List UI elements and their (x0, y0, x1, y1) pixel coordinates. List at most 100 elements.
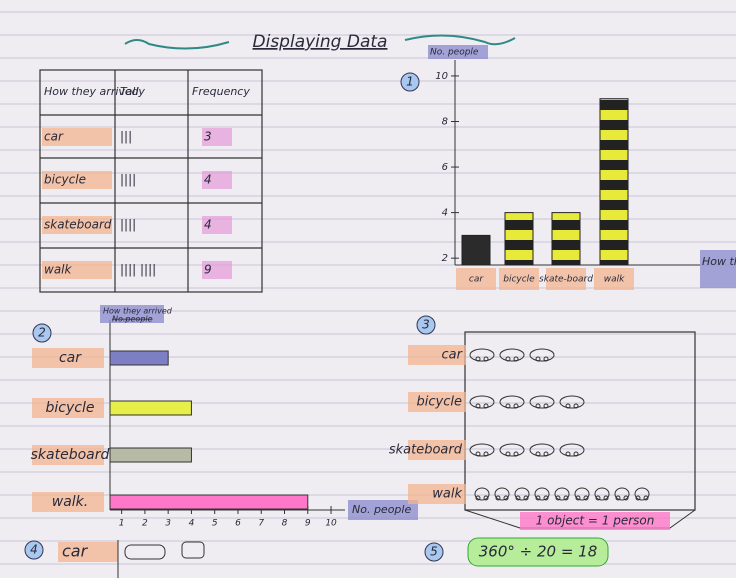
x-tick-label: 9 (305, 519, 311, 529)
highlight (42, 171, 112, 189)
x-tick-label: walk (604, 275, 625, 285)
highlight (42, 216, 112, 234)
table-cell: |||| (120, 173, 136, 187)
x-tick-label: 1 (119, 519, 125, 529)
x-tick-label: 6 (235, 519, 241, 529)
highlight (546, 268, 586, 290)
icon-wheel (483, 356, 489, 362)
pictogram-label: bicycle (417, 395, 462, 410)
icon-wheel (635, 495, 641, 501)
icon-wheel (555, 495, 561, 501)
pictogram-icon (534, 487, 550, 501)
bar-stripes (552, 212, 580, 265)
icon-body (474, 487, 490, 501)
pictogram-icon (499, 443, 525, 457)
x-tick-label: 5 (212, 519, 218, 529)
section-number: 3 (422, 318, 430, 332)
highlight (408, 440, 466, 460)
formula-box (467, 537, 609, 567)
icon-wheel (505, 403, 511, 409)
icon-body (499, 348, 525, 362)
car-sketch (124, 544, 166, 560)
icon-body (494, 487, 510, 501)
highlight (32, 348, 104, 368)
icon-wheel (623, 495, 629, 501)
x-tick-label: 3 (165, 519, 171, 529)
icon-body (554, 487, 570, 501)
y-axis-label: How they arrived (103, 307, 173, 316)
bar-stripes (600, 98, 628, 265)
x-tick-label: car (469, 275, 484, 285)
icon-wheel (523, 495, 529, 501)
pictogram-icon (499, 348, 525, 362)
pictogram-icon (469, 348, 495, 362)
icon-wheel (575, 495, 581, 501)
bar (109, 494, 309, 510)
pictogram-icon (559, 395, 585, 409)
page-title: Displaying Data (253, 32, 388, 52)
icon-wheel (483, 403, 489, 409)
highlight (202, 171, 232, 189)
table-header: Tally (120, 85, 145, 98)
y-tick-label: 2 (442, 253, 448, 264)
icon-body (634, 487, 650, 501)
section-circle (424, 542, 444, 562)
x-tick-label: 10 (325, 519, 337, 529)
table-header: How they arrived (44, 85, 140, 98)
pictogram-icon (634, 487, 650, 501)
icon-wheel (563, 495, 569, 501)
icon-body (514, 487, 530, 501)
icon-wheel (573, 403, 579, 409)
pictogram-icon (554, 487, 570, 501)
icon-wheel (505, 451, 511, 457)
x-tick-label: 4 (189, 519, 195, 529)
icon-body (469, 395, 495, 409)
icon-body (559, 443, 585, 457)
icon-wheel (515, 495, 521, 501)
highlight (42, 261, 112, 279)
table-cell: 3 (204, 130, 212, 144)
pictogram-key: 1 object = 1 person (536, 514, 655, 528)
highlight (202, 128, 232, 146)
table-cell: |||| (120, 218, 136, 232)
pictogram-icon (494, 487, 510, 501)
icon-wheel (543, 451, 549, 457)
highlight (202, 216, 232, 234)
pictogram-icon (499, 395, 525, 409)
table-grid (39, 69, 263, 293)
pictogram-icon (529, 348, 555, 362)
y-axis-label: No. people (430, 48, 479, 58)
x-tick-label: 7 (258, 519, 264, 529)
pictogram-icon (514, 487, 530, 501)
icon-body (499, 395, 525, 409)
table-cell: 9 (204, 263, 212, 277)
pictogram-icon (469, 443, 495, 457)
icon-wheel (565, 403, 571, 409)
car-sketch (181, 541, 205, 559)
x-tick-label: 2 (142, 519, 148, 529)
icon-wheel (543, 403, 549, 409)
pictogram-label: walk (432, 487, 462, 502)
highlight (100, 305, 164, 323)
y-tick-label: 8 (442, 117, 448, 128)
icon-wheel (513, 451, 519, 457)
icon-wheel (595, 495, 601, 501)
highlight (700, 250, 736, 288)
highlight (408, 345, 466, 365)
highlight (32, 398, 104, 418)
icon-wheel (505, 356, 511, 362)
category-label: car (59, 350, 82, 366)
icon-body (594, 487, 610, 501)
icon-wheel (503, 495, 509, 501)
icon-body (499, 443, 525, 457)
section-number: 2 (38, 326, 46, 340)
highlight (428, 45, 488, 59)
icon-wheel (513, 403, 519, 409)
icon-wheel (573, 451, 579, 457)
icon-wheel (565, 451, 571, 457)
section-circle (32, 323, 52, 343)
icon-body (574, 487, 590, 501)
icon-body (559, 395, 585, 409)
bar (109, 350, 169, 366)
highlight (58, 542, 118, 562)
